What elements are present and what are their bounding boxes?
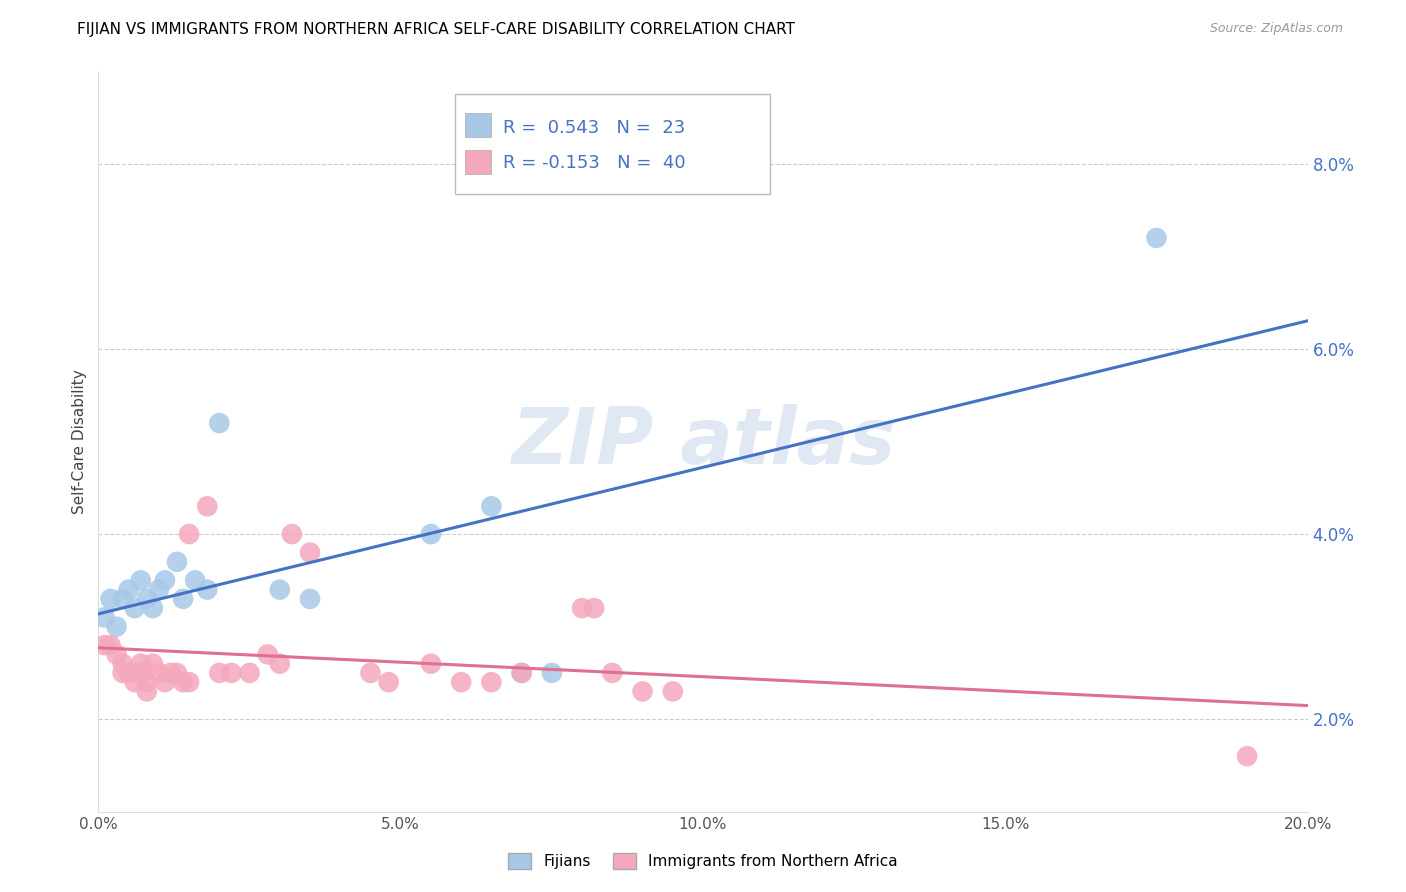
- Point: [221, 665, 243, 680]
- Point: [166, 665, 188, 680]
- Point: [93, 610, 115, 624]
- Point: [208, 665, 231, 680]
- Point: [135, 675, 157, 690]
- Point: [148, 665, 170, 680]
- Text: Source: ZipAtlas.com: Source: ZipAtlas.com: [1209, 22, 1343, 36]
- Bar: [465, 112, 492, 137]
- Point: [172, 591, 194, 606]
- Point: [105, 620, 128, 634]
- Point: [299, 546, 322, 560]
- Point: [124, 601, 146, 615]
- Point: [661, 684, 683, 698]
- Point: [153, 574, 176, 588]
- Point: [377, 675, 399, 690]
- Text: FIJIAN VS IMMIGRANTS FROM NORTHERN AFRICA SELF-CARE DISABILITY CORRELATION CHART: FIJIAN VS IMMIGRANTS FROM NORTHERN AFRIC…: [77, 22, 796, 37]
- Point: [540, 665, 562, 680]
- Point: [583, 601, 606, 615]
- Text: R =  0.543   N =  23: R = 0.543 N = 23: [503, 120, 686, 137]
- Point: [281, 527, 304, 541]
- Point: [129, 657, 152, 671]
- Point: [172, 675, 194, 690]
- Point: [142, 657, 165, 671]
- Point: [118, 582, 141, 597]
- Point: [1144, 231, 1167, 245]
- Point: [100, 591, 122, 606]
- Point: [481, 500, 503, 514]
- Bar: [465, 150, 492, 174]
- Point: [481, 675, 503, 690]
- Point: [142, 601, 165, 615]
- Point: [510, 665, 533, 680]
- Y-axis label: Self-Care Disability: Self-Care Disability: [72, 369, 87, 514]
- Point: [195, 500, 218, 514]
- Point: [93, 638, 115, 652]
- Point: [166, 555, 188, 569]
- Point: [269, 657, 291, 671]
- Point: [631, 684, 654, 698]
- Text: R = -0.153   N =  40: R = -0.153 N = 40: [503, 154, 686, 172]
- Point: [450, 675, 472, 690]
- Point: [111, 657, 134, 671]
- Point: [360, 665, 382, 680]
- Point: [135, 684, 157, 698]
- Point: [420, 527, 443, 541]
- Point: [111, 665, 134, 680]
- Point: [299, 591, 322, 606]
- Point: [1236, 749, 1258, 764]
- Point: [135, 591, 157, 606]
- Point: [129, 574, 152, 588]
- Point: [571, 601, 593, 615]
- Point: [510, 665, 533, 680]
- FancyBboxPatch shape: [456, 94, 769, 194]
- Point: [124, 675, 146, 690]
- Point: [160, 665, 183, 680]
- Text: ZIP atlas: ZIP atlas: [510, 403, 896, 480]
- Point: [184, 574, 207, 588]
- Legend: Fijians, Immigrants from Northern Africa: Fijians, Immigrants from Northern Africa: [502, 847, 904, 875]
- Point: [179, 675, 201, 690]
- Point: [153, 675, 176, 690]
- Point: [602, 665, 624, 680]
- Point: [179, 527, 201, 541]
- Point: [124, 665, 146, 680]
- Point: [118, 665, 141, 680]
- Point: [256, 648, 278, 662]
- Point: [111, 591, 134, 606]
- Point: [100, 638, 122, 652]
- Point: [195, 582, 218, 597]
- Point: [148, 582, 170, 597]
- Point: [269, 582, 291, 597]
- Point: [420, 657, 443, 671]
- Point: [239, 665, 262, 680]
- Point: [208, 416, 231, 430]
- Point: [105, 648, 128, 662]
- Point: [129, 665, 152, 680]
